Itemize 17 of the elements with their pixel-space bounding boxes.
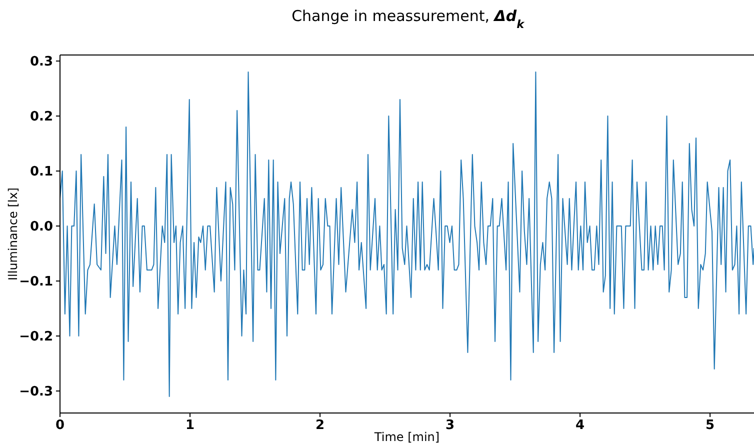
y-tick-label: −0.2 [19,330,53,345]
x-tick-label: 3 [446,418,455,433]
line-series [60,72,754,397]
x-tick-label: 4 [576,418,585,433]
chart-title: Change in meassurement, Δd$_{k}$ [292,7,526,30]
x-tick-label: 0 [55,418,65,433]
y-tick-label: 0.2 [30,110,53,125]
y-axis-title: Illuminance [lx] [6,188,20,280]
x-tick-label: 2 [316,418,325,433]
y-tick-label: −0.1 [19,274,53,290]
x-axis-title: Time [min] [373,430,440,444]
y-tick-label: 0.0 [30,220,53,235]
y-tick-label: 0.1 [30,164,53,180]
x-tick-label: 5 [706,418,715,433]
y-tick-label: 0.3 [30,54,53,70]
y-tick-label: −0.3 [19,384,53,400]
x-tick-label: 1 [185,418,195,433]
